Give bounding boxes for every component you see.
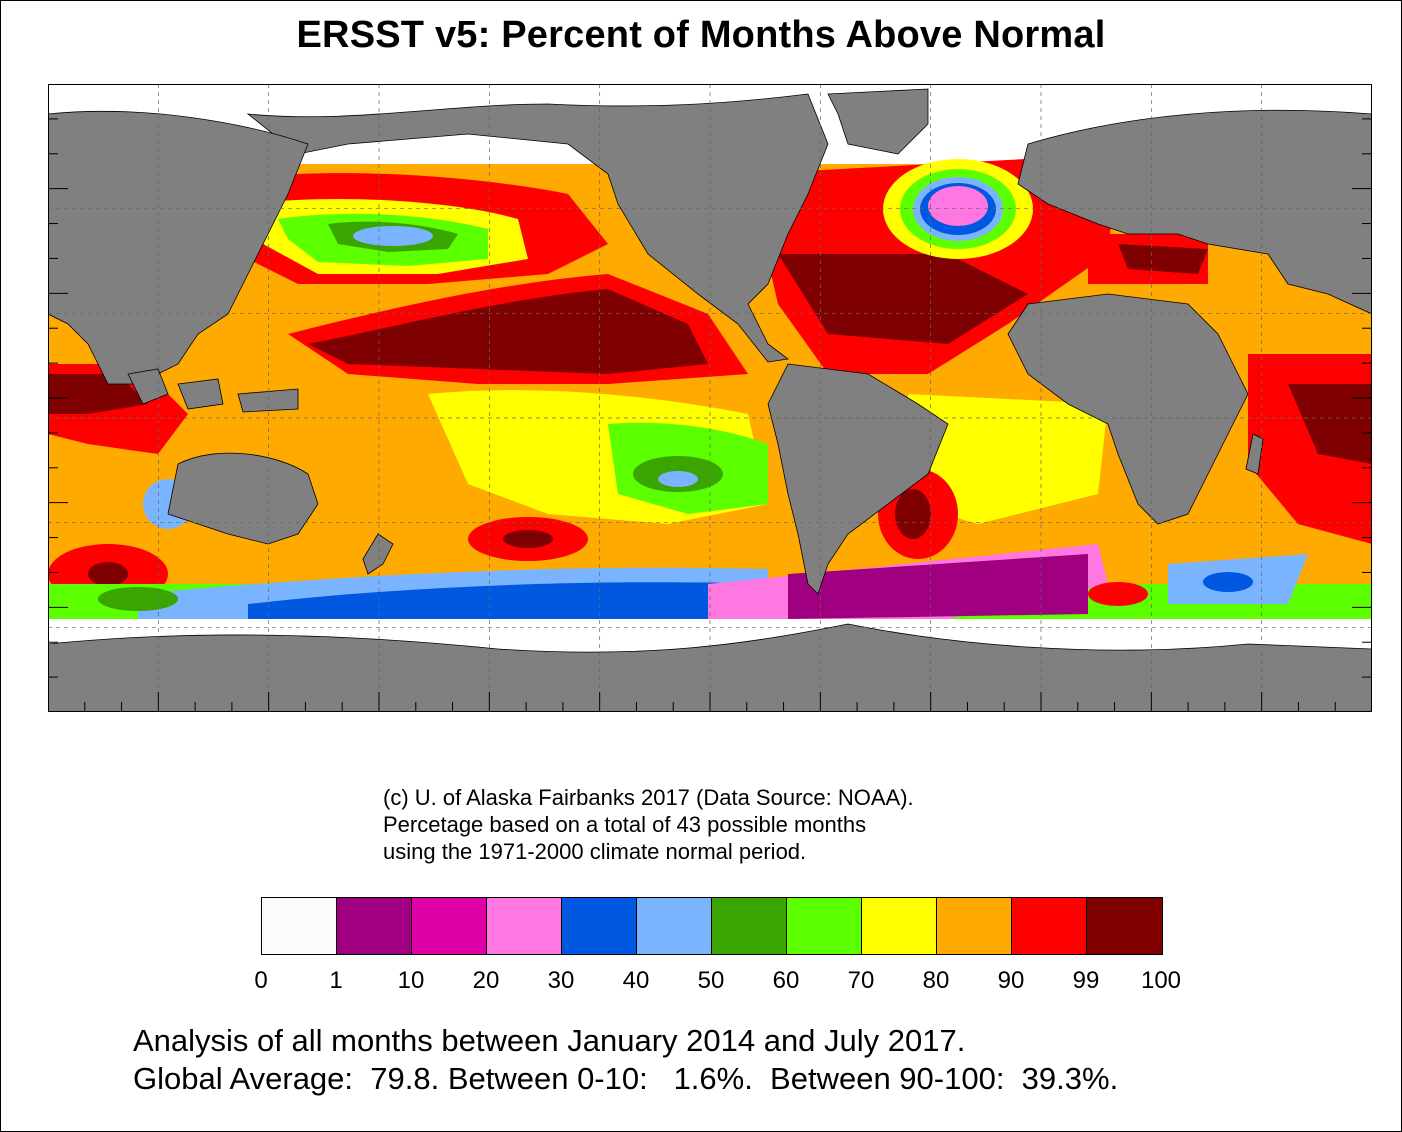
legend-swatch	[787, 898, 862, 954]
legend-tick-labels: 0 1 10 20 30 40 50 60 70 80 90 99 100	[0, 967, 1402, 997]
legend-swatch	[637, 898, 712, 954]
map-title: ERSST v5: Percent of Months Above Normal	[296, 14, 1106, 56]
credit-line: Percetage based on a total of 43 possibl…	[383, 812, 867, 837]
legend-tick-label: 50	[697, 967, 725, 994]
legend-swatch	[712, 898, 787, 954]
legend-tick-label: 30	[547, 967, 575, 994]
legend-tick-label: 1	[329, 967, 343, 994]
legend-tick-label: 40	[622, 967, 650, 994]
legend-swatch	[337, 898, 412, 954]
sst-map	[48, 84, 1372, 712]
legend-swatch	[862, 898, 937, 954]
legend-tick-label: 90	[997, 967, 1025, 994]
legend-tick-label: 20	[472, 967, 500, 994]
legend-swatch	[1087, 898, 1162, 954]
legend-tick-label: 100	[1140, 967, 1182, 994]
map-gridlines	[48, 84, 1372, 712]
legend-tick-label: 80	[922, 967, 950, 994]
legend-tick-label: 10	[397, 967, 425, 994]
summary-line: Global Average: 79.8. Between 0-10: 1.6%…	[133, 1061, 1119, 1096]
legend-swatch	[1012, 898, 1087, 954]
credit-line: using the 1971-2000 climate normal perio…	[383, 839, 807, 864]
legend-swatch	[562, 898, 637, 954]
legend-colorbar	[261, 897, 1163, 955]
legend-tick-label: 0	[254, 967, 268, 994]
legend-swatch	[487, 898, 562, 954]
map-canvas	[48, 84, 1372, 712]
credit-text: (c) U. of Alaska Fairbanks 2017 (Data So…	[383, 784, 914, 865]
legend-swatch	[262, 898, 337, 954]
summary-line: Analysis of all months between January 2…	[133, 1023, 966, 1058]
legend-swatch	[412, 898, 487, 954]
legend-tick-label: 70	[847, 967, 875, 994]
legend-tick-label: 99	[1072, 967, 1100, 994]
legend-swatch	[937, 898, 1012, 954]
map-tick-marks	[48, 84, 1372, 712]
credit-line: (c) U. of Alaska Fairbanks 2017 (Data So…	[383, 785, 914, 810]
legend-tick-label: 60	[772, 967, 800, 994]
summary-text: Analysis of all months between January 2…	[133, 1022, 1118, 1098]
